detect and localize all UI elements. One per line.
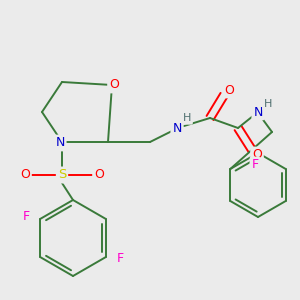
Text: O: O bbox=[20, 169, 30, 182]
Text: F: F bbox=[22, 211, 30, 224]
Text: O: O bbox=[224, 83, 234, 97]
Text: N: N bbox=[172, 122, 182, 134]
Text: O: O bbox=[109, 79, 119, 92]
Text: F: F bbox=[251, 158, 259, 172]
Text: S: S bbox=[58, 169, 66, 182]
Text: N: N bbox=[253, 106, 263, 118]
Text: O: O bbox=[252, 148, 262, 161]
Text: H: H bbox=[264, 99, 272, 109]
Text: O: O bbox=[94, 169, 104, 182]
Text: F: F bbox=[116, 253, 124, 266]
Text: N: N bbox=[55, 136, 65, 149]
Text: H: H bbox=[183, 113, 191, 123]
